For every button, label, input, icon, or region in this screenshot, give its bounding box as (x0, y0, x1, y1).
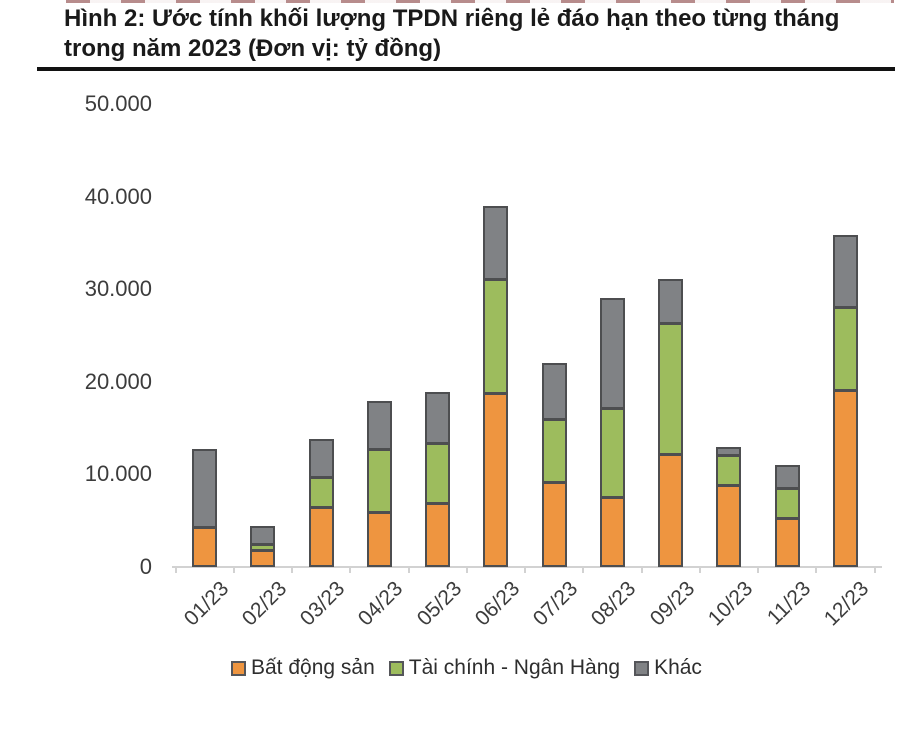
bar-segment (774, 518, 800, 567)
legend-marker-gray-icon (634, 660, 650, 676)
bar-segment (250, 550, 276, 567)
y-axis-tick-label: 30.000 (84, 276, 152, 302)
bar-segment (832, 307, 858, 391)
x-axis-tick (232, 567, 235, 573)
x-axis-category-label: 02/23 (237, 577, 292, 631)
x-axis-tick (524, 567, 526, 573)
chart-title: Hình 2: Ước tính khối lượng TPDN riêng l… (64, 4, 884, 64)
y-axis-tick-label: 50.000 (84, 91, 152, 116)
bar-segment (366, 449, 392, 513)
bar-segment (658, 279, 684, 324)
x-axis-tick (815, 567, 818, 573)
bar-segment (658, 454, 684, 567)
x-axis-tick (349, 567, 352, 573)
bar-segment (192, 527, 218, 567)
x-axis-line (172, 566, 882, 568)
x-axis-tick (291, 567, 293, 573)
x-axis-tick (873, 567, 876, 573)
x-axis-category-label: 07/23 (528, 577, 583, 631)
bar-segment (308, 439, 334, 478)
bar-segment (250, 526, 276, 545)
bar-segment (250, 544, 276, 551)
y-axis-tick-label: 0 (139, 554, 152, 579)
legend-item-tai-chinh-ngan-hang: Tài chính - Ngân Hàng (388, 656, 621, 680)
bar-segment (366, 401, 392, 450)
bar-segment (483, 206, 509, 280)
chart-title-line1: Hình 2: Ước tính khối lượng TPDN riêng l… (64, 5, 840, 32)
legend-marker-orange-icon (231, 660, 246, 676)
title-divider-rule (37, 67, 895, 71)
bar-segment (425, 443, 451, 504)
x-axis-category-label: 01/23 (179, 577, 233, 631)
legend-label: Khác (654, 656, 702, 679)
bar-segment (308, 507, 334, 567)
legend-label: Bất động sản (251, 656, 375, 679)
bar-segment (541, 482, 567, 567)
y-axis-tick-label: 40.000 (84, 183, 152, 209)
x-axis-category-label: 12/23 (820, 577, 874, 631)
x-axis-category-label: 11/23 (763, 577, 816, 630)
x-axis-category-label: 04/23 (354, 577, 408, 631)
bar-segment (425, 392, 451, 444)
bar-segment (716, 455, 742, 486)
x-axis-category-label: 08/23 (587, 577, 641, 631)
chart-legend: Bất động sản Tài chính - Ngân Hàng Khác (231, 656, 702, 680)
bar-segment (774, 465, 800, 489)
x-axis-category-label: 10/23 (703, 577, 758, 631)
bar-segment (483, 393, 509, 567)
bar-segment (832, 235, 858, 308)
bar-segment (599, 298, 625, 409)
bar-segment (308, 477, 334, 508)
y-axis-tick-label: 20.000 (84, 368, 152, 394)
bar-segment (192, 449, 218, 528)
bar-segment (599, 497, 625, 567)
x-axis-tick (640, 567, 643, 573)
bar-segment (483, 279, 509, 394)
y-axis-tick-label: 10.000 (84, 461, 152, 487)
bar-segment (716, 447, 742, 456)
bar-segment (716, 485, 742, 567)
bar-segment (366, 512, 392, 567)
legend-item-bat-dong-san: Bất động sản (231, 656, 375, 680)
bar-segment (774, 488, 800, 519)
cropped-top-artifact (66, 0, 894, 3)
bar-segment (832, 390, 858, 567)
bar-segment (599, 408, 625, 498)
x-axis-tick (757, 567, 759, 573)
x-axis-tick (407, 567, 410, 573)
x-axis-tick (698, 567, 701, 573)
x-axis-category-label: 06/23 (470, 577, 525, 631)
legend-item-khac: Khác (634, 656, 702, 680)
chart-title-line2: trong năm 2023 (Đơn vị: tỷ đồng) (64, 35, 442, 62)
x-axis-tick (174, 567, 177, 573)
x-axis-category-label: 09/23 (645, 577, 699, 631)
legend-marker-green-icon (388, 660, 404, 676)
x-axis-category-label: 03/23 (295, 577, 350, 631)
bar-segment (541, 363, 567, 420)
x-axis-category-label: 05/23 (412, 577, 466, 631)
bar-segment (658, 323, 684, 455)
x-axis-tick (465, 567, 468, 573)
legend-label: Tài chính - Ngân Hàng (408, 656, 621, 679)
x-axis-tick (582, 567, 585, 573)
bar-segment (541, 419, 567, 483)
bar-segment (425, 503, 451, 567)
